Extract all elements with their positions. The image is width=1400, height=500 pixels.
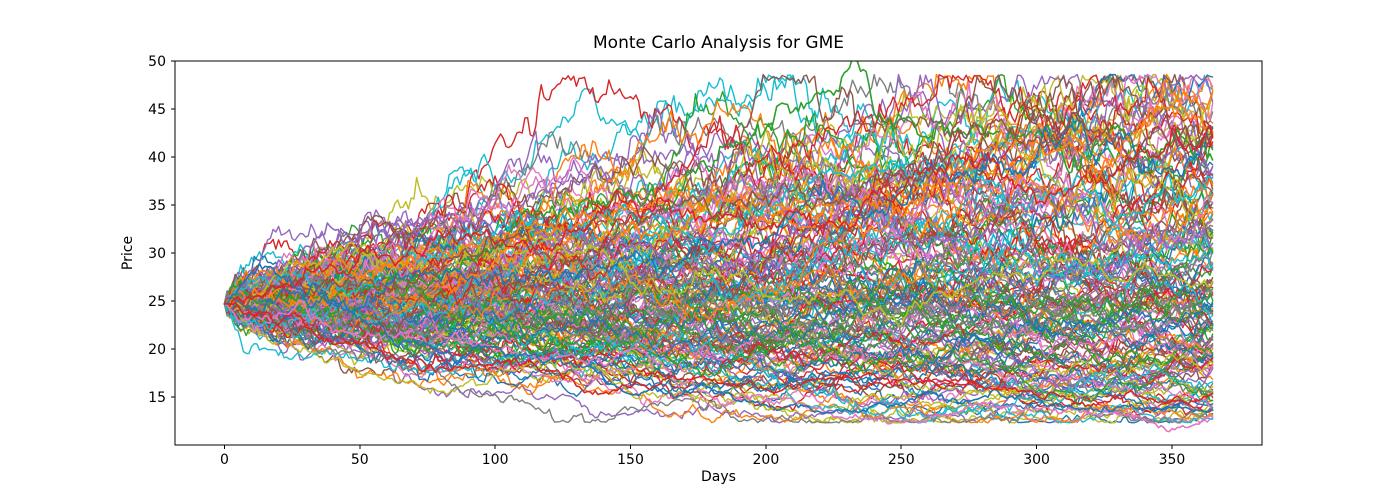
simulation-path <box>223 77 1214 312</box>
simulation-path <box>223 146 1214 316</box>
chart-title: Monte Carlo Analysis for GME <box>593 33 844 53</box>
tick-marks <box>171 60 1173 449</box>
simulation-path <box>223 263 1214 340</box>
green-peak-path <box>223 61 1214 312</box>
x-tick-label: 300 <box>1023 452 1050 468</box>
simulation-path <box>223 196 1214 331</box>
x-tick-label: 250 <box>888 452 915 468</box>
y-tick-label: 25 <box>148 294 166 310</box>
simulation-paths <box>223 61 1214 433</box>
simulation-path <box>223 128 1214 322</box>
y-tick-label: 40 <box>148 150 166 166</box>
tick-labels: 0 50 100 150 200 250 300 350 15 20 25 30 35 40 45 50 <box>148 54 1185 468</box>
olive-early-riser <box>223 234 1214 328</box>
y-tick-label: 50 <box>148 54 166 70</box>
cyan-high-path <box>223 152 1214 305</box>
simulation-path <box>223 156 1214 311</box>
simulation-path <box>223 277 1214 366</box>
simulation-path <box>223 74 1214 333</box>
x-tick-label: 0 <box>220 452 229 468</box>
y-tick-label: 45 <box>148 102 166 118</box>
red-late-riser <box>223 124 1214 308</box>
simulation-path <box>223 298 1214 411</box>
simulation-path <box>223 295 1214 424</box>
simulation-path <box>223 290 1214 424</box>
simulation-path <box>223 73 1214 305</box>
y-tick-label: 30 <box>148 246 166 262</box>
simulation-path <box>223 273 1214 384</box>
orange-top-finisher <box>223 79 1214 308</box>
simulation-path <box>223 262 1214 347</box>
purple-early-riser <box>223 210 1214 305</box>
y-tick-label: 35 <box>148 198 166 214</box>
simulation-path <box>223 275 1214 374</box>
simulation-path <box>223 263 1214 359</box>
blue-high-path <box>223 120 1214 316</box>
simulation-path <box>223 73 1214 314</box>
simulation-path <box>223 303 1214 411</box>
simulation-path <box>223 274 1214 406</box>
simulation-path <box>223 171 1214 322</box>
simulation-path <box>223 77 1214 345</box>
x-tick-label: 350 <box>1159 452 1186 468</box>
y-axis-label: Price <box>120 235 136 271</box>
orange-second-high <box>223 101 1214 308</box>
x-tick-label: 100 <box>482 452 509 468</box>
simulation-path <box>223 243 1214 377</box>
brown-high-path <box>223 112 1214 308</box>
x-tick-label: 50 <box>351 452 369 468</box>
y-tick-label: 15 <box>148 390 166 406</box>
y-tick-label: 20 <box>148 342 166 358</box>
blue-bottom-path <box>223 262 1214 414</box>
red-low-path <box>223 301 1214 408</box>
simulation-path <box>223 273 1214 393</box>
x-tick-label: 200 <box>753 452 780 468</box>
x-tick-label: 150 <box>617 452 644 468</box>
simulation-path <box>223 303 1214 394</box>
x-axis-label: Days <box>701 469 736 485</box>
